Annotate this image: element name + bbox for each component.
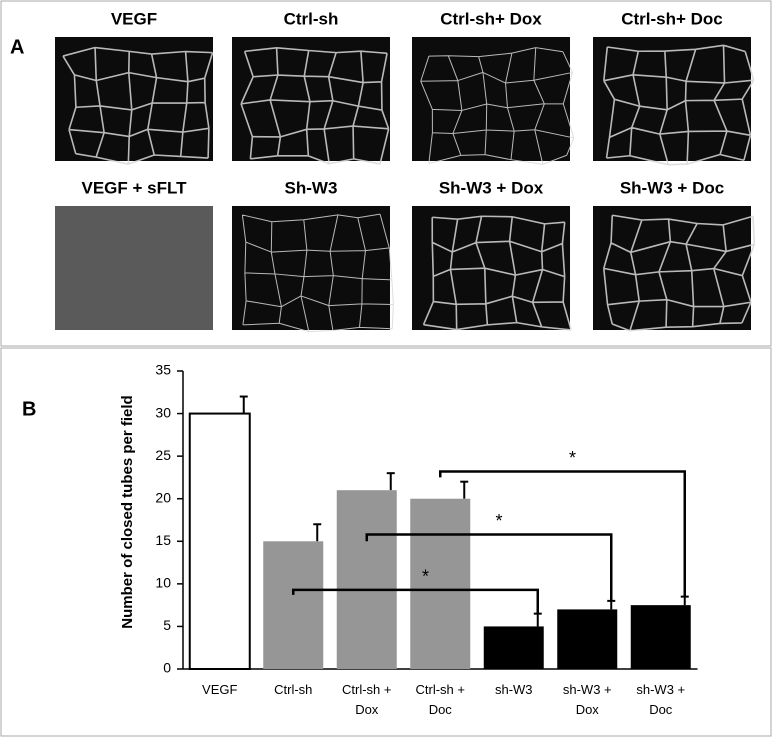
- image-title: Ctrl-sh+ Doc: [621, 9, 723, 28]
- image-title: VEGF + sFLT: [81, 178, 187, 197]
- bar: [630, 605, 691, 669]
- x-tick-label: sh-W3 + Dox: [563, 682, 612, 717]
- significance-label: *: [495, 511, 502, 531]
- x-tick-label: Ctrl-sh + Dox: [342, 682, 391, 717]
- tube-network: [422, 215, 572, 331]
- tube-network: [241, 213, 394, 333]
- y-tick-label: 30: [155, 404, 171, 420]
- tube-lines: [241, 213, 394, 333]
- significance-bracket: [439, 470, 686, 598]
- bar: [410, 498, 471, 669]
- significance-bracket: [365, 533, 613, 601]
- panel-a-frame: [0, 0, 772, 347]
- tube-network: [603, 44, 755, 166]
- image-title: VEGF: [111, 9, 157, 28]
- y-tick-label: 35: [155, 362, 171, 378]
- x-tick-label: VEGF: [202, 682, 237, 697]
- y-tick-label: 15: [155, 532, 171, 548]
- tube-lines: [420, 47, 575, 165]
- significance-label: *: [422, 567, 429, 587]
- bar: [336, 490, 397, 669]
- micrograph: [55, 206, 213, 330]
- image-title: Ctrl-sh: [284, 9, 339, 28]
- image-title: Sh-W3 + Dox: [439, 178, 544, 197]
- y-tick-label: 0: [163, 660, 171, 676]
- x-tick-label: Ctrl-sh + Doc: [416, 682, 465, 717]
- tube-network: [420, 47, 575, 165]
- image-title: Sh-W3 + Doc: [620, 178, 724, 197]
- panel-b-frame: [0, 347, 772, 737]
- bar: [263, 541, 324, 669]
- x-tick-label: Ctrl-sh: [274, 682, 312, 697]
- micrograph: [593, 206, 751, 330]
- tube-lines: [422, 215, 572, 331]
- y-tick-label: 5: [163, 617, 171, 633]
- y-tick-label: 25: [155, 447, 171, 463]
- tube-network: [240, 47, 390, 165]
- tube-lines: [603, 44, 755, 166]
- image-title: Ctrl-sh+ Dox: [440, 9, 542, 28]
- micrograph: [412, 206, 570, 330]
- micrograph: [232, 206, 390, 330]
- micrograph: [412, 37, 570, 161]
- significance-label: *: [569, 448, 576, 468]
- micrograph: [232, 37, 390, 161]
- y-tick-label: 10: [155, 575, 171, 591]
- image-title: Sh-W3: [285, 178, 338, 197]
- panel-label: B: [22, 398, 36, 420]
- tube-lines: [602, 214, 756, 332]
- micrograph: [55, 37, 213, 161]
- x-tick-label: sh-W3: [495, 682, 533, 697]
- tube-lines: [240, 47, 390, 165]
- tube-network: [602, 214, 756, 332]
- significance-bracket: [292, 588, 539, 614]
- y-axis-label: Number of closed tubes per field: [119, 395, 136, 628]
- panel-label: A: [10, 36, 24, 58]
- y-tick-label: 20: [155, 489, 171, 505]
- bar: [557, 609, 618, 669]
- tube-lines: [62, 46, 214, 165]
- bar: [483, 626, 544, 669]
- x-tick-label: sh-W3 + Doc: [636, 682, 685, 717]
- tube-network: [62, 46, 214, 165]
- bar: [188, 412, 251, 671]
